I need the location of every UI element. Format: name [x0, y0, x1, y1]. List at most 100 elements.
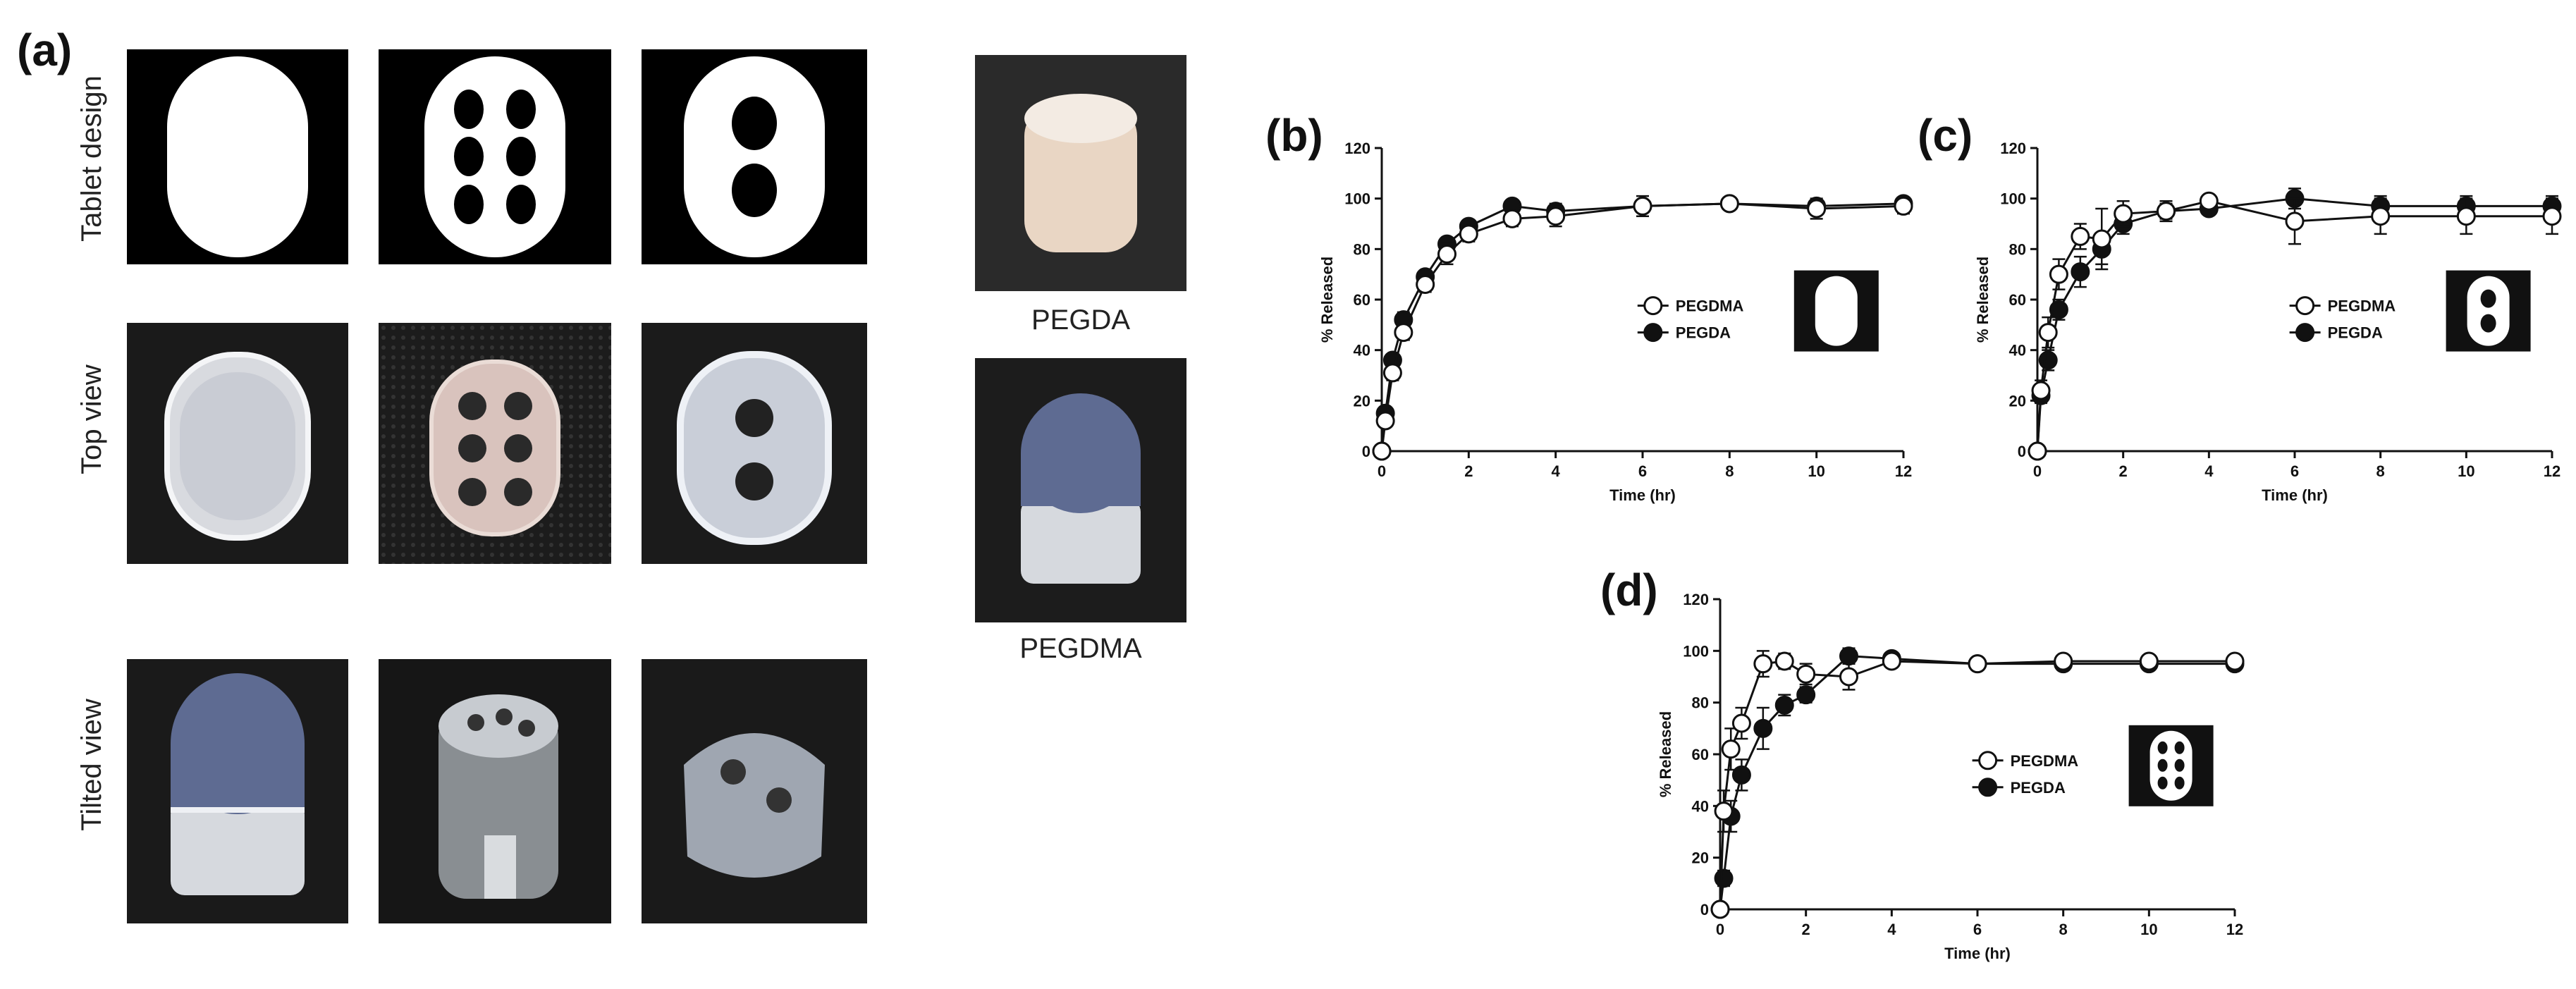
chart-b-point-pegdma [1719, 194, 1739, 214]
chart-b-xtick-label: 0 [1378, 462, 1386, 480]
chart-d-xtick-label: 6 [1973, 921, 1982, 938]
chart-c-legend-label: PEGDA [2328, 324, 2383, 342]
chart-d-xtick-label: 10 [2140, 921, 2157, 938]
chart-d-point-pegdma [1721, 739, 1741, 759]
chart-b-legend-label: PEGDMA [1676, 297, 1744, 315]
chart-c-legend-label: PEGDMA [2328, 297, 2396, 315]
caption-pegdma: PEGDMA [1019, 633, 1142, 664]
chart-d-point-pegda [1774, 695, 1794, 715]
chart-c-ytick-label: 40 [2009, 342, 2026, 360]
two-hole-tablet-icon [684, 56, 825, 257]
chart-b-legend-marker [1643, 323, 1663, 343]
chart-b-legend-label: PEGDA [1676, 324, 1731, 342]
chart-b-point-pegdma [1375, 411, 1395, 431]
chart-d-xlabel: Time (hr) [1944, 945, 2011, 962]
chart-d-point-pegda [1796, 685, 1816, 705]
panel-d-letter: (d) [1600, 565, 1658, 615]
chart-b: 0 20 40 60 80 100 120 0 2 4 6 8 10 12 Time (hr) % Relea… [1318, 140, 1913, 504]
chart-c-ytick-label: 20 [2009, 392, 2026, 410]
chart-c-point-pegdma [2071, 226, 2090, 246]
six-hole-tablet-icon [2128, 725, 2214, 806]
chart-b-ytick-label: 120 [1344, 140, 1370, 157]
chart-d-ytick-label: 20 [1692, 849, 1709, 867]
chart-b-ylabel: % Released [1318, 257, 1336, 343]
photo-top-view-solid [127, 323, 348, 564]
chart-d-xtick-label: 4 [1887, 921, 1896, 938]
chart-d-ytick-label: 100 [1683, 642, 1709, 660]
chart-d-ytick-label: 40 [1692, 797, 1709, 815]
chart-d-xtick-label: 8 [2059, 921, 2068, 938]
chart-d-point-pegdma [1839, 667, 1858, 687]
chart-d-point-pegdma [2225, 651, 2245, 671]
chart-c-xtick-label: 0 [2033, 462, 2042, 480]
chart-c-xtick-label: 4 [2204, 462, 2214, 480]
chart-b-xtick-label: 8 [1725, 462, 1734, 480]
chart-d-point-pegda [1753, 718, 1773, 738]
chart-d-legend-marker [1978, 751, 1998, 770]
chart-c-xtick-label: 10 [2458, 462, 2474, 480]
two-hole-tablet-icon [2446, 270, 2531, 352]
solid-tablet-icon [1793, 270, 1879, 352]
solid-tablet-icon [167, 56, 308, 257]
chart-b-point-pegdma [1546, 207, 1566, 226]
chart-c-point-pegdma [2092, 229, 2111, 249]
chart-d-xtick-label: 0 [1716, 921, 1724, 938]
chart-d-legend-label: PEGDMA [2011, 752, 2079, 770]
design-solid-tablet [127, 49, 348, 264]
chart-d: 0 20 40 60 80 100 120 0 2 4 6 8 10 12 Time (hr) % Relea… [1657, 591, 2245, 962]
panel-b-letter: (b) [1265, 110, 1323, 161]
row-label-tablet-design: Tablet design [76, 75, 107, 242]
chart-d-point-pegdma [1882, 651, 1901, 671]
chart-b-xtick-label: 12 [1895, 462, 1912, 480]
chart-c-point-pegdma [2049, 264, 2068, 284]
caption-pegda: PEGDA [1031, 305, 1131, 336]
chart-d-point-pegdma [1968, 654, 1987, 674]
chart-c-point-pegda [2071, 262, 2090, 282]
panel-a-letter: (a) [17, 25, 73, 75]
photo-tilted-view-solid [127, 659, 348, 923]
chart-c-ytick-label: 120 [2000, 140, 2026, 157]
chart-b-point-pegdma [1382, 363, 1402, 383]
chart-d-point-pegda [1731, 765, 1751, 785]
chart-c-xtick-label: 8 [2376, 462, 2385, 480]
chart-c-point-pegdma [2199, 191, 2219, 211]
chart-d-ytick-label: 80 [1692, 694, 1709, 712]
chart-c-ytick-label: 0 [2018, 443, 2026, 460]
chart-d-point-pegdma [1753, 654, 1773, 674]
chart-c-ytick-label: 80 [2009, 240, 2026, 258]
chart-b-point-pegdma [1459, 224, 1478, 244]
chart-b-xlabel: Time (hr) [1609, 486, 1676, 504]
chart-d-xtick-label: 2 [1802, 921, 1810, 938]
chart-b-ytick-label: 80 [1354, 240, 1370, 258]
chart-b-point-pegdma [1894, 196, 1913, 216]
row-label-top-view: Top view [76, 364, 107, 474]
chart-b-point-pegdma [1394, 323, 1413, 343]
chart-c-ytick-label: 60 [2009, 291, 2026, 309]
chart-c: 0 20 40 60 80 100 120 0 2 4 6 8 10 12 Time (hr) % Relea… [1974, 140, 2562, 504]
chart-d-ytick-label: 120 [1683, 591, 1709, 608]
chart-d-point-pegdma [1731, 713, 1751, 733]
chart-b-point-pegdma [1502, 209, 1522, 228]
row-label-tilted-view: Tilted view [76, 699, 107, 831]
chart-c-point-pegdma [2157, 202, 2176, 221]
chart-c-ytick-label: 100 [2000, 190, 2026, 208]
chart-c-xtick-label: 6 [2290, 462, 2299, 480]
design-two-hole-tablet [642, 49, 867, 264]
chart-b-ytick-label: 0 [1362, 443, 1370, 460]
chart-d-legend-label: PEGDA [2011, 779, 2066, 797]
chart-d-point-pegda [1839, 646, 1858, 666]
chart-d-point-pegdma [2054, 651, 2073, 671]
chart-d-point-pegdma [1796, 664, 1816, 684]
chart-b-ytick-label: 40 [1354, 342, 1370, 360]
chart-b-point-pegdma [1807, 199, 1827, 219]
chart-c-xlabel: Time (hr) [2262, 486, 2328, 504]
chart-d-point-pegdma [1714, 801, 1734, 821]
chart-b-xtick-label: 10 [1808, 462, 1824, 480]
chart-b-xtick-label: 6 [1638, 462, 1647, 480]
six-hole-tablet-icon [424, 56, 565, 257]
chart-c-point-pegdma [2028, 441, 2047, 461]
chart-c-ylabel: % Released [1974, 257, 1992, 343]
chart-b-point-pegdma [1633, 196, 1652, 216]
photo-top-view-six-hole [379, 323, 611, 564]
chart-b-legend-marker [1643, 296, 1663, 316]
